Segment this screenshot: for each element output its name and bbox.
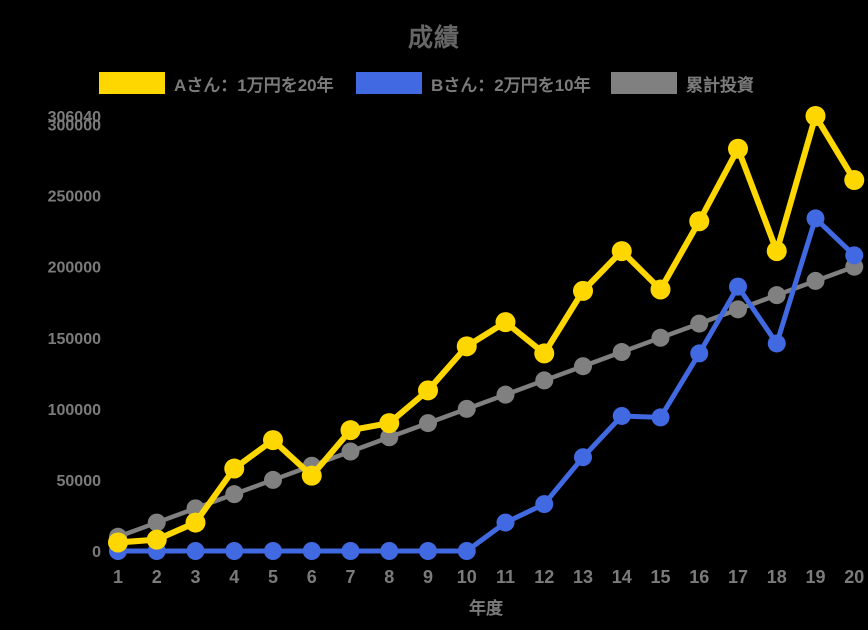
legend-item-series-b: Bさん：2万円を10年: [356, 72, 591, 95]
data-point: [573, 280, 593, 301]
x-tick-label: 15: [650, 567, 670, 587]
data-point: [805, 106, 826, 126]
series-line-1: [115, 215, 857, 554]
legend-label-cumulative-investment: 累計投資: [686, 75, 754, 95]
data-point: [766, 241, 787, 262]
data-point: [651, 328, 670, 347]
data-point: [457, 399, 476, 418]
x-tick-label: 1: [113, 567, 123, 587]
x-tick-label: 14: [612, 567, 632, 587]
legend: Aさん：1万円を20年 Bさん：2万円を10年 累計投資: [0, 72, 868, 95]
legend-label-series-a: Aさん：1万円を20年: [174, 75, 334, 95]
data-point: [147, 513, 166, 532]
data-point: [535, 371, 554, 390]
x-tick-label: 11: [496, 567, 515, 587]
x-tick-label: 10: [457, 567, 477, 587]
data-point: [419, 414, 437, 433]
data-point: [845, 246, 864, 265]
data-point: [302, 542, 321, 560]
chart-title: 成績: [407, 24, 460, 52]
y-tick-label: 50000: [57, 473, 102, 490]
x-tick-label: 19: [805, 567, 825, 587]
x-tick-label: 8: [384, 567, 394, 587]
x-tick-label: 5: [268, 567, 278, 587]
legend-swatch-cumulative-investment: [611, 72, 677, 94]
data-point: [690, 314, 709, 333]
x-tick-label: 9: [423, 567, 433, 587]
x-tick-label: 2: [152, 567, 162, 587]
data-point: [729, 300, 747, 319]
data-point: [650, 279, 671, 300]
data-point: [341, 442, 360, 461]
data-point: [612, 343, 631, 362]
data-point: [806, 209, 825, 228]
data-point: [806, 271, 825, 290]
data-point: [535, 495, 554, 514]
data-point: [767, 286, 786, 305]
data-point: [419, 542, 437, 560]
legend-item-cumulative-investment: 累計投資: [611, 72, 754, 95]
data-point: [612, 406, 631, 425]
data-point: [341, 542, 360, 560]
y-tick-label: 200000: [48, 260, 101, 277]
data-point: [340, 420, 361, 441]
data-point: [651, 408, 670, 427]
data-point: [263, 430, 283, 451]
y-tick-label: 250000: [48, 189, 101, 206]
data-point: [186, 542, 205, 560]
data-point: [264, 470, 282, 489]
legend-swatch-series-b: [356, 72, 422, 94]
data-point: [418, 380, 438, 401]
x-tick-label: 6: [307, 567, 317, 587]
x-tick-label: 7: [345, 567, 355, 587]
data-point: [185, 512, 206, 533]
x-tick-label: 3: [190, 567, 200, 587]
data-point: [611, 241, 632, 262]
data-point: [457, 542, 476, 560]
x-tick-label: 17: [728, 567, 748, 587]
x-tick-label: 13: [573, 567, 593, 587]
data-point: [690, 344, 709, 363]
x-tick-label: 20: [844, 567, 864, 587]
data-point: [574, 357, 592, 376]
data-point: [728, 138, 748, 159]
legend-item-series-a: Aさん：1万円を20年: [99, 72, 334, 95]
data-point: [729, 277, 747, 296]
data-point: [844, 170, 865, 191]
data-point: [495, 312, 516, 333]
data-point: [225, 542, 244, 560]
y-tick-label: 306040: [48, 109, 101, 126]
x-tick-label: 12: [534, 567, 554, 587]
y-tick-label: 100000: [48, 402, 101, 419]
data-point: [496, 513, 515, 532]
data-point: [380, 542, 399, 560]
data-point: [264, 542, 282, 560]
data-point: [456, 336, 477, 357]
data-point: [301, 465, 322, 486]
data-point: [496, 385, 515, 404]
x-tick-label: 18: [767, 567, 787, 587]
y-tick-label: 150000: [48, 331, 101, 348]
data-point: [767, 334, 786, 353]
data-point: [379, 413, 400, 434]
data-point: [574, 448, 592, 467]
x-axis-title: 年度: [469, 598, 504, 618]
data-point: [225, 485, 244, 504]
y-tick-label: 0: [92, 544, 101, 561]
y-tick-label: 300000: [48, 118, 101, 135]
data-point: [689, 211, 710, 232]
data-point: [224, 458, 245, 479]
data-point: [146, 529, 167, 550]
x-tick-label: 4: [229, 567, 239, 587]
x-tick-label: 16: [689, 567, 709, 587]
legend-swatch-series-a: [99, 72, 165, 94]
series-line-0: [115, 113, 858, 546]
legend-label-series-b: Bさん：2万円を10年: [431, 75, 591, 95]
data-point: [534, 343, 555, 364]
data-point: [108, 532, 128, 553]
data-point: [380, 428, 399, 447]
